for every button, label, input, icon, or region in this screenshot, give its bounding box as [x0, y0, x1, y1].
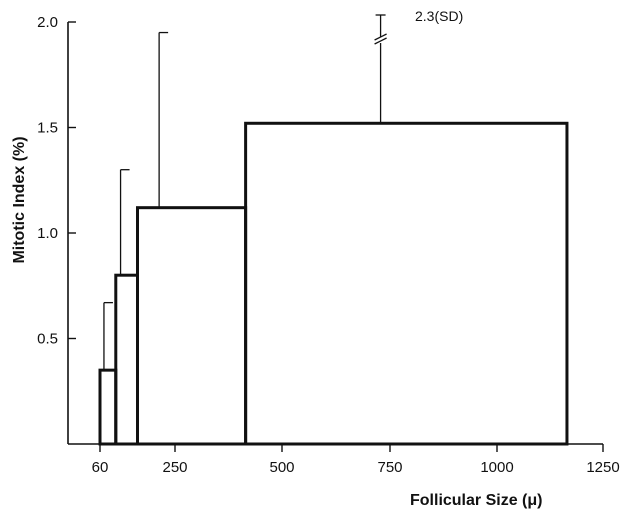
bar-0	[98, 368, 118, 446]
x-axis-title: Follicular Size (μ)	[410, 492, 542, 509]
sd-annotation: 2.3(SD)	[415, 8, 463, 24]
y-tick-label-3: 2.0	[37, 14, 58, 31]
error-bars	[103, 14, 387, 371]
y-tick-label-0: 0.5	[37, 331, 58, 348]
x-tick-label-1: 250	[162, 459, 187, 476]
x-tick-label-2: 500	[269, 459, 294, 476]
bar-2	[136, 206, 248, 446]
bar-3	[244, 121, 569, 446]
bars	[98, 121, 569, 446]
x-tick-label-5: 1250	[586, 459, 619, 476]
bar-1	[114, 273, 139, 446]
x-tick-label-4: 1000	[480, 459, 513, 476]
x-tick-label-3: 750	[377, 459, 402, 476]
break-mark-b	[374, 33, 387, 41]
y-tick-label-2: 1.5	[37, 120, 58, 137]
x-ticks: 60 250 500 750 1000 1250	[92, 444, 620, 476]
x-tick-label-0: 60	[92, 459, 109, 476]
break-mark-a	[374, 37, 387, 45]
axes	[67, 22, 603, 445]
y-ticks: 0.5 1.0 1.5 2.0	[37, 14, 76, 348]
y-axis-title: Mitotic Index (%)	[11, 136, 28, 263]
y-tick-label-1: 1.0	[37, 225, 58, 242]
